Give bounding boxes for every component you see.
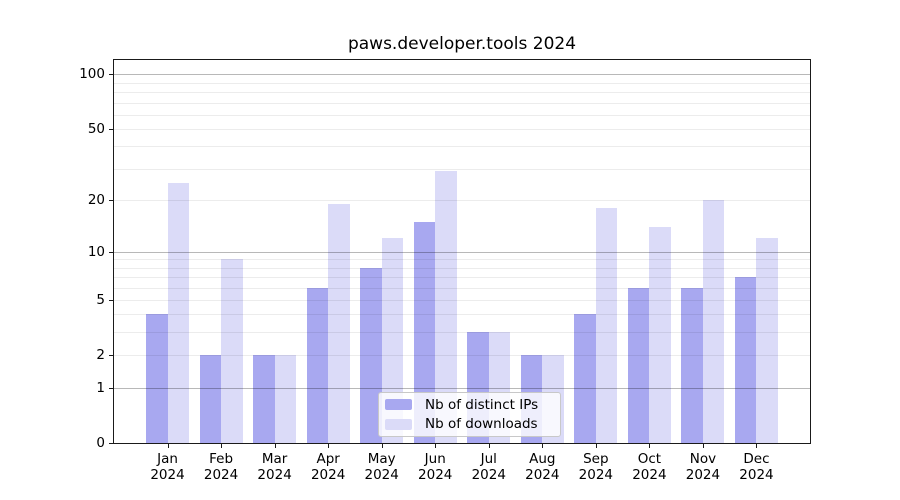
y-tick-label-20: 20 xyxy=(30,191,105,209)
x-tick-label-dec: Dec2024 xyxy=(724,451,788,483)
gridline-y-50 xyxy=(114,129,810,130)
x-tick-sep xyxy=(596,444,597,448)
bar-mar-nb-of-downloads xyxy=(275,355,297,443)
x-tick-nov xyxy=(703,444,704,448)
bar-dec-nb-of-downloads xyxy=(756,238,778,443)
gridline-y-4 xyxy=(114,314,810,315)
x-tick-jul xyxy=(489,444,490,448)
legend-swatch-distinct-ips xyxy=(385,399,412,410)
y-tick-50 xyxy=(109,129,113,130)
legend-label-distinct-ips: Nb of distinct IPs xyxy=(425,397,538,413)
x-tick-may xyxy=(382,444,383,448)
bar-sep-nb-of-downloads xyxy=(596,208,618,443)
chart-title: paws.developer.tools 2024 xyxy=(113,34,811,54)
gridline-y-9 xyxy=(114,259,810,260)
gridline-y-1 xyxy=(114,388,810,389)
bar-apr-nb-of-downloads xyxy=(328,204,350,443)
plot-area xyxy=(113,59,811,444)
y-tick-label-50: 50 xyxy=(30,120,105,138)
y-tick-5 xyxy=(109,300,113,301)
gridline-y-10 xyxy=(114,252,810,253)
legend-item-downloads: Nb of downloads xyxy=(385,415,554,434)
bar-feb-nb-of-distinct-ips xyxy=(200,355,222,443)
y-tick-1 xyxy=(109,388,113,389)
x-tick-aug xyxy=(542,444,543,448)
x-tick-feb xyxy=(221,444,222,448)
y-tick-20 xyxy=(109,200,113,201)
y-tick-label-0: 0 xyxy=(30,434,105,452)
gridline-y-3 xyxy=(114,332,810,333)
bar-mar-nb-of-distinct-ips xyxy=(253,355,275,443)
y-tick-label-2: 2 xyxy=(30,346,105,364)
legend-swatch-downloads xyxy=(385,419,412,430)
bar-sep-nb-of-distinct-ips xyxy=(574,314,596,443)
figure: paws.developer.tools 2024 0125102050100 … xyxy=(0,0,900,500)
gridline-y-40 xyxy=(114,146,810,147)
y-tick-2 xyxy=(109,355,113,356)
bar-oct-nb-of-distinct-ips xyxy=(628,288,650,443)
gridline-y-7 xyxy=(114,277,810,278)
bar-apr-nb-of-distinct-ips xyxy=(307,288,329,443)
gridline-y-80 xyxy=(114,92,810,93)
y-tick-100 xyxy=(109,74,113,75)
x-tick-apr xyxy=(328,444,329,448)
gridline-y-60 xyxy=(114,115,810,116)
gridline-y-5 xyxy=(114,300,810,301)
y-tick-label-5: 5 xyxy=(30,291,105,309)
legend-label-downloads: Nb of downloads xyxy=(425,416,538,432)
x-tick-mar xyxy=(275,444,276,448)
y-tick-10 xyxy=(109,252,113,253)
x-tick-dec xyxy=(756,444,757,448)
legend-item-distinct-ips: Nb of distinct IPs xyxy=(385,395,554,414)
x-tick-oct xyxy=(649,444,650,448)
y-tick-label-1: 1 xyxy=(30,379,105,397)
gridline-y-20 xyxy=(114,200,810,201)
bar-jan-nb-of-distinct-ips xyxy=(146,314,168,443)
gridline-y-30 xyxy=(114,169,810,170)
y-tick-label-100: 100 xyxy=(30,65,105,83)
x-tick-jan xyxy=(168,444,169,448)
bar-jan-nb-of-downloads xyxy=(168,183,190,443)
y-tick-label-10: 10 xyxy=(30,243,105,261)
bar-nov-nb-of-downloads xyxy=(703,200,725,443)
bar-nov-nb-of-distinct-ips xyxy=(681,288,703,443)
y-tick-0 xyxy=(109,443,113,444)
bar-dec-nb-of-distinct-ips xyxy=(735,277,757,443)
gridline-y-8 xyxy=(114,268,810,269)
x-tick-label-year-dec: 2024 xyxy=(724,467,788,483)
gridline-y-100 xyxy=(114,74,810,75)
gridline-y-6 xyxy=(114,288,810,289)
gridline-y-90 xyxy=(114,83,810,84)
legend: Nb of distinct IPs Nb of downloads xyxy=(378,392,561,437)
gridline-y-2 xyxy=(114,355,810,356)
x-tick-jun xyxy=(435,444,436,448)
gridline-y-70 xyxy=(114,103,810,104)
